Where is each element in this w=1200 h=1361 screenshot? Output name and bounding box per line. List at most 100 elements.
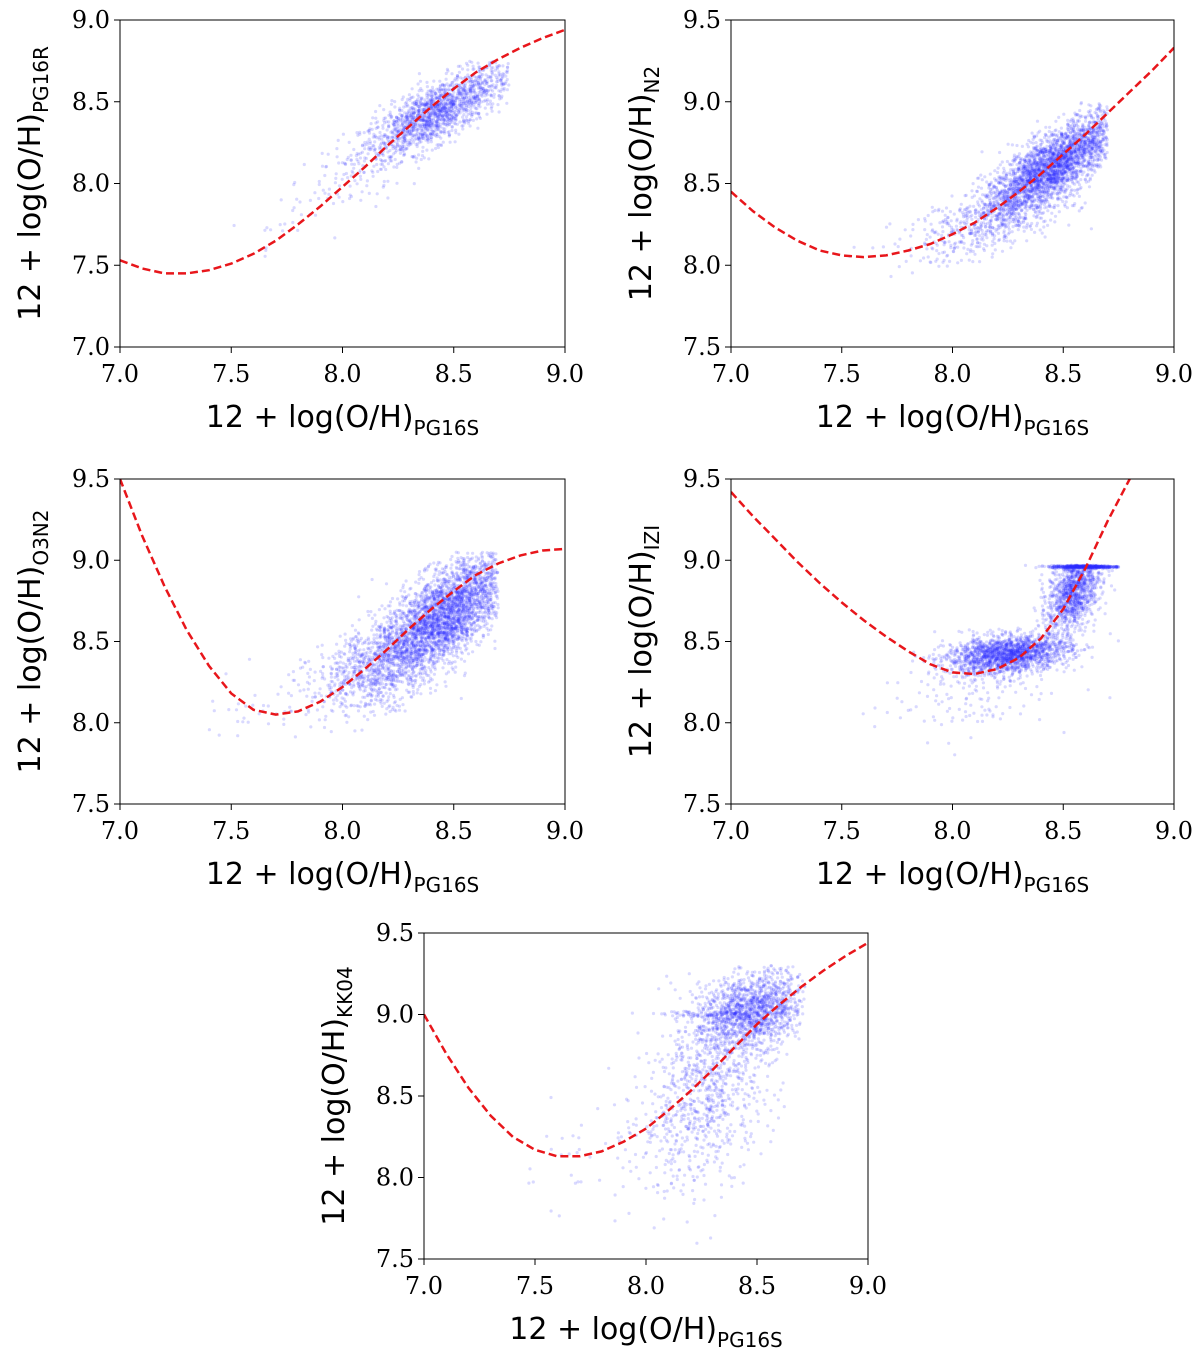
data-point	[1052, 152, 1056, 156]
data-point	[383, 133, 387, 137]
data-point	[392, 120, 397, 124]
data-point	[466, 108, 470, 113]
data-point	[1057, 143, 1062, 148]
data-point	[1024, 194, 1028, 198]
data-point	[462, 89, 466, 93]
data-point	[988, 199, 992, 203]
data-point	[476, 76, 480, 80]
data-point	[454, 118, 458, 122]
data-point	[1101, 129, 1105, 133]
data-point	[443, 105, 447, 109]
data-point	[412, 134, 417, 138]
data-point	[1021, 219, 1025, 223]
data-point	[1036, 153, 1041, 157]
data-point	[1053, 139, 1057, 143]
data-point	[976, 202, 980, 206]
data-point	[438, 117, 442, 121]
data-point	[476, 126, 480, 130]
data-point	[432, 117, 436, 121]
data-point	[1028, 154, 1032, 158]
data-point	[436, 87, 441, 91]
data-point	[1061, 140, 1065, 144]
data-point	[968, 232, 972, 236]
data-point	[1002, 229, 1006, 233]
data-point	[477, 86, 481, 90]
data-point	[499, 89, 503, 94]
data-point	[1093, 135, 1097, 139]
data-point	[989, 180, 993, 184]
data-point	[434, 111, 438, 115]
data-point	[1048, 179, 1052, 183]
data-point	[488, 76, 492, 80]
data-point	[1083, 115, 1087, 119]
data-point	[1025, 168, 1029, 172]
data-point	[407, 141, 411, 145]
data-point	[1002, 209, 1006, 213]
data-point	[446, 122, 450, 126]
data-point	[1092, 130, 1096, 134]
data-point	[1013, 173, 1017, 177]
data-point	[1020, 181, 1024, 185]
data-point	[431, 130, 435, 134]
data-point	[1053, 169, 1057, 173]
data-point	[1083, 178, 1087, 182]
data-point	[1057, 150, 1061, 154]
data-point	[420, 109, 424, 113]
data-point	[1086, 144, 1090, 148]
data-point	[400, 140, 404, 144]
data-point	[1098, 145, 1102, 149]
data-point	[1016, 211, 1020, 215]
data-point	[396, 129, 400, 133]
data-point	[417, 109, 421, 113]
data-point	[477, 97, 481, 101]
data-point	[1045, 190, 1049, 194]
data-point	[497, 64, 501, 68]
data-point	[373, 147, 377, 151]
data-point	[1084, 150, 1088, 154]
data-point	[437, 118, 441, 122]
data-point	[1071, 167, 1075, 171]
data-point	[432, 107, 436, 111]
data-point	[400, 145, 405, 149]
data-point	[434, 146, 438, 151]
data-point	[435, 115, 439, 119]
data-point	[485, 99, 489, 103]
data-point	[984, 233, 988, 237]
data-point	[1095, 126, 1099, 130]
data-point	[418, 140, 422, 144]
data-point	[1088, 140, 1092, 144]
data-point	[408, 114, 412, 118]
data-point	[430, 111, 434, 115]
data-point	[1066, 122, 1070, 126]
data-point	[451, 102, 455, 106]
data-point	[456, 90, 460, 94]
data-point	[983, 194, 988, 198]
data-point	[438, 106, 442, 110]
data-point	[425, 148, 429, 152]
data-point	[1055, 153, 1059, 157]
data-point	[1007, 217, 1012, 221]
data-point	[409, 113, 413, 117]
data-point	[1056, 170, 1060, 174]
data-point	[438, 97, 442, 101]
data-point	[422, 125, 426, 129]
data-point	[459, 101, 463, 105]
data-point	[1073, 182, 1077, 186]
data-point	[373, 134, 377, 138]
data-point	[478, 116, 482, 120]
data-point	[472, 103, 476, 107]
data-point	[395, 141, 399, 145]
data-point	[997, 175, 1001, 179]
data-point	[458, 89, 462, 93]
data-point	[408, 132, 413, 136]
data-point	[381, 140, 385, 144]
data-point	[1061, 162, 1065, 166]
data-point	[317, 179, 321, 184]
data-point	[446, 95, 450, 99]
data-point	[451, 102, 455, 106]
data-point	[439, 129, 443, 134]
data-point	[475, 93, 480, 97]
data-point	[436, 108, 440, 112]
data-point	[408, 141, 412, 145]
data-point	[1047, 157, 1051, 161]
